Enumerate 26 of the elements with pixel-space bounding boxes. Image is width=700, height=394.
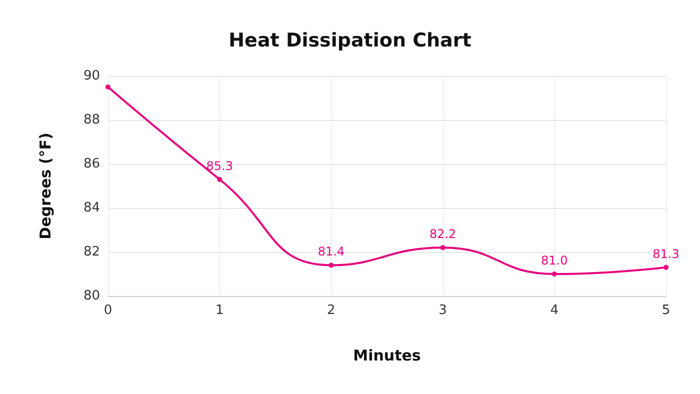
y-tick-label: 88 [83,112,100,128]
y-tick-label: 90 [83,68,100,84]
y-tick-label: 86 [83,156,100,172]
chart-title: Heat Dissipation Chart [228,30,472,52]
point [328,262,334,268]
y-tick-label: 80 [83,288,100,304]
data-label: 81.4 [318,244,345,259]
point [664,264,668,270]
data-label: 85.3 [206,158,233,173]
point [106,84,110,90]
x-tick-label: 4 [550,303,559,318]
y-tick-label: 84 [83,200,100,216]
y-tick-label: 82 [83,244,100,260]
data-label: 82.2 [429,227,456,242]
x-tick-label: 0 [104,303,112,318]
x-tick-label: 3 [438,303,447,318]
point [217,176,222,182]
data-label: 81.3 [652,246,680,261]
point [440,245,446,250]
x-tick-label: 5 [662,303,670,318]
data-label: 81.0 [541,254,568,268]
x-axis-title: Minutes [353,346,421,364]
y-axis-title: Degrees (°F) [36,132,54,240]
point [552,272,557,276]
x-tick-label: 1 [215,303,224,318]
x-tick-label: 2 [327,303,336,318]
